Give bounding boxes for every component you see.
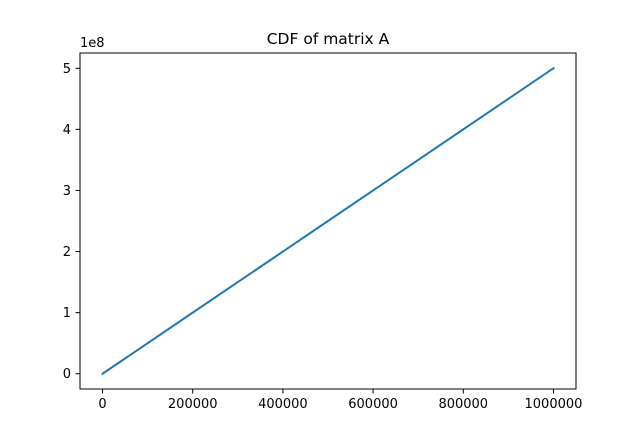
x-tick-label: 800000 bbox=[438, 397, 488, 412]
x-tick-label: 400000 bbox=[258, 397, 308, 412]
x-tick-label: 0 bbox=[98, 397, 106, 412]
y-tick-label: 4 bbox=[63, 123, 71, 138]
y-axis-offset-label: 1e8 bbox=[80, 36, 105, 51]
x-tick-label: 600000 bbox=[348, 397, 398, 412]
axes-frame bbox=[79, 52, 577, 390]
chart-title: CDF of matrix A bbox=[267, 30, 390, 48]
series-line-0 bbox=[101, 66, 555, 376]
plot-area: 0 200000 400000 600000 800000 1000000 0 1 2 3 4 5 bbox=[63, 52, 583, 412]
y-tick-label: 2 bbox=[63, 245, 71, 260]
x-tick-label: 200000 bbox=[168, 397, 218, 412]
y-tick-label: 0 bbox=[63, 367, 71, 382]
x-tick-label: 1000000 bbox=[525, 397, 583, 412]
y-tick-label: 3 bbox=[63, 184, 71, 199]
y-tick-label: 5 bbox=[63, 62, 71, 77]
y-tick-label: 1 bbox=[63, 306, 71, 321]
